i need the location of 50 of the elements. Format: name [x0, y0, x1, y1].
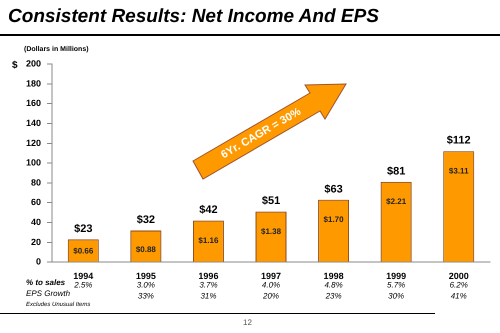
data-label: $51: [262, 195, 280, 208]
text: 5.7%: [387, 280, 406, 290]
text: 4.8%: [324, 280, 343, 290]
text: 3.0%: [136, 280, 155, 290]
x-tick-label: 1997: [260, 271, 282, 282]
text: 33%: [138, 291, 154, 300]
annotation: $0.88: [136, 244, 156, 254]
data-label: $42: [199, 204, 218, 216]
y-tick-label: 0: [36, 256, 42, 267]
data-label: $23: [74, 222, 92, 235]
text: 30%: [388, 291, 404, 300]
y-tick-label: 160: [26, 98, 42, 108]
text: 2.5%: [73, 280, 92, 290]
chart-title: Consistent Results: Net Income And EPS: [8, 6, 379, 28]
text: 6.2%: [450, 280, 468, 290]
annotation: $3.11: [448, 166, 470, 176]
text: % to sales: [26, 278, 66, 287]
x-tick-label: 1995: [136, 271, 156, 282]
text: EPS Growth: [26, 289, 70, 298]
text: 20%: [262, 291, 280, 300]
y-tick-label: 120: [26, 138, 42, 148]
y-tick-label: 40: [31, 217, 42, 228]
text: 4.0%: [262, 280, 280, 290]
x-tick-label: 1999: [386, 271, 406, 282]
text: 3.7%: [199, 280, 218, 290]
y-tick-label: 60: [31, 197, 42, 208]
x-tick-label: 1996: [198, 271, 218, 282]
y-tick-label: 180: [26, 78, 42, 88]
x-tick-label: 1994: [73, 271, 94, 282]
data-label: $32: [136, 214, 156, 226]
data-label: $63: [324, 183, 343, 196]
text: 31%: [200, 291, 216, 300]
y-tick-label: 80: [31, 177, 42, 188]
y-tick-label: 100: [26, 158, 42, 168]
annotation: $1.38: [260, 226, 282, 236]
text: 23%: [324, 291, 342, 300]
data-label: $81: [386, 165, 406, 178]
annotation: $0.66: [73, 246, 94, 256]
y-tick-label: 140: [26, 118, 42, 128]
x-tick-label: 1998: [324, 271, 344, 282]
annotation: $1.70: [324, 214, 344, 224]
text: 12: [243, 318, 252, 327]
text: 41%: [450, 291, 467, 300]
data-label: $112: [446, 134, 471, 147]
y-axis-title: $: [12, 60, 18, 71]
y-tick-label: 200: [26, 58, 42, 68]
x-tick-label: 2000: [448, 271, 469, 282]
annotation: $2.21: [386, 197, 407, 206]
y-tick-label: 20: [31, 236, 42, 247]
annotation: $1.16: [198, 236, 219, 245]
